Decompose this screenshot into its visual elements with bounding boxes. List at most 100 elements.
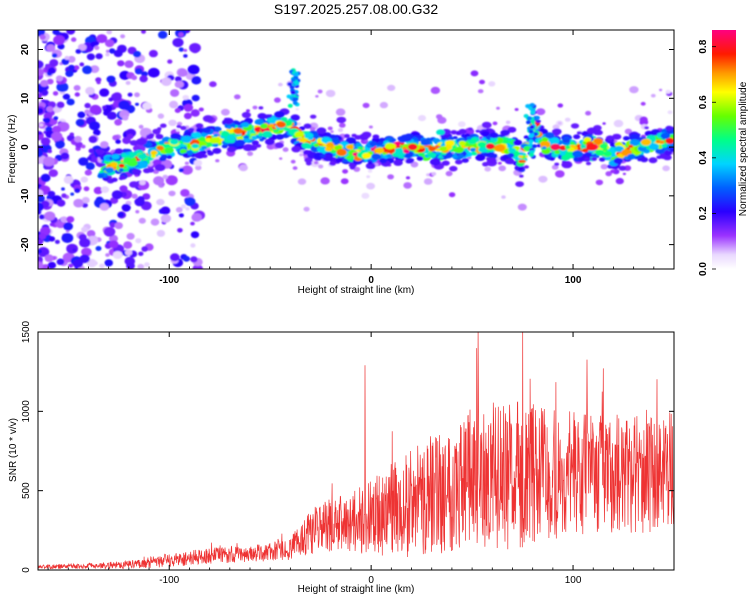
spectrogram-cell	[466, 136, 472, 140]
spectrogram-cell	[530, 120, 536, 125]
spectrogram-cell	[591, 157, 597, 161]
spectrogram-cell	[56, 101, 65, 109]
spectrogram-cell	[73, 198, 84, 208]
spectrogram-cell	[39, 34, 46, 40]
spectrogram-cell	[189, 43, 201, 53]
spectrogram-cell	[496, 106, 500, 110]
spectrogram-cell	[158, 140, 165, 145]
spectrogram-cell	[290, 90, 296, 95]
spectrogram-cell	[629, 134, 641, 142]
spectrogram-cell	[193, 159, 203, 167]
spectrogram-cell	[88, 135, 98, 143]
spectrogram-cell	[89, 65, 100, 73]
spectrogram-cell	[138, 124, 144, 129]
spectrogram-cell	[105, 52, 110, 57]
spectrogram-cell	[184, 161, 189, 165]
spectrogram-cell	[126, 262, 135, 269]
spectrogram-cell	[73, 65, 80, 71]
spectrogram-cell	[55, 75, 64, 82]
spectrogram-cell	[135, 210, 140, 214]
spectrogram-cell	[325, 89, 336, 98]
spectrogram-x-axis: -100 0 100	[47, 30, 675, 286]
spectrogram-cell	[60, 216, 68, 223]
spectrogram-cell	[141, 246, 148, 252]
spectrogram-cell	[61, 58, 70, 65]
spectrogram-cell	[183, 48, 188, 52]
spectrogram-cell	[174, 108, 181, 113]
spectrogram-cell	[156, 145, 164, 151]
spectrogram-cell	[146, 134, 154, 140]
spectrogram-cell	[528, 139, 534, 144]
spectrogram-cell	[257, 113, 267, 120]
spectrogram-cell	[114, 222, 123, 230]
spectrogram-cell	[518, 167, 523, 171]
spectrogram-cell	[342, 169, 349, 174]
spectrogram-cell	[602, 147, 608, 152]
spectrogram-cell	[488, 153, 498, 160]
spectrogram-cell	[38, 247, 50, 257]
spectrogram-y-tick-label: 10	[20, 92, 31, 104]
spectrogram-cell	[593, 138, 603, 145]
spectrogram-cell	[622, 172, 627, 176]
spectrogram-cell	[640, 101, 646, 106]
spectrogram-cell	[366, 182, 375, 190]
spectrogram-cell	[519, 174, 524, 178]
spectrogram-cell	[137, 263, 145, 269]
spectrogram-cell	[237, 125, 243, 129]
spectrogram-cell	[565, 145, 571, 150]
spectrogram-cell	[623, 136, 630, 141]
spectrogram-cell	[449, 165, 458, 172]
spectrogram-cell	[287, 82, 293, 87]
spectrogram-cell	[629, 139, 640, 146]
spectrogram-cell	[583, 137, 592, 143]
spectrogram-cell	[290, 114, 300, 121]
spectrogram-cell	[202, 115, 214, 123]
spectrogram-cell	[233, 127, 244, 135]
spectrogram-cell	[41, 89, 49, 96]
spectrogram-cell	[77, 111, 86, 119]
spectrogram-cell	[81, 247, 92, 257]
spectrogram-cell	[79, 237, 91, 248]
spectrogram-cell	[294, 81, 300, 86]
spectrogram-cell	[492, 121, 498, 126]
spectrogram-cell	[87, 156, 92, 161]
spectrogram-cell	[111, 190, 123, 200]
spectrogram-cell	[505, 120, 511, 125]
spectrogram-cell	[316, 146, 326, 153]
spectrogram-cell	[387, 174, 394, 180]
spectrogram-cell	[481, 131, 490, 137]
spectrogram-cell	[438, 165, 444, 169]
spectrogram-cell	[507, 126, 517, 133]
spectrogram-cell	[268, 123, 275, 128]
spectrogram-cell	[54, 239, 60, 244]
spectrogram-cell	[95, 77, 102, 83]
spectrogram-cell	[266, 118, 273, 122]
spectrogram-cell	[541, 148, 551, 155]
spectrogram-cell	[191, 94, 200, 102]
spectrogram-cell	[108, 97, 114, 102]
spectrogram-cell	[403, 149, 410, 154]
spectrogram-cell	[209, 137, 220, 144]
spectrogram-cell	[379, 157, 388, 164]
spectrogram-cell	[662, 165, 670, 172]
spectrogram-cell	[150, 150, 158, 156]
spectrogram-cell	[540, 140, 551, 148]
spectrogram-cell	[175, 128, 180, 132]
spectrogram-cell	[190, 256, 198, 263]
spectrogram-cell	[49, 59, 59, 67]
spectrogram-cell	[594, 129, 603, 136]
spectrogram-cell	[436, 129, 445, 136]
spectrogram-cell	[545, 132, 555, 139]
spectrogram-cell	[161, 77, 172, 86]
spectrogram-cell	[38, 131, 42, 135]
spectrogram-cell	[644, 126, 649, 130]
spectrogram-cell	[52, 53, 58, 58]
spectrogram-cell	[183, 104, 194, 112]
spectrogram-cell	[147, 67, 160, 78]
snr-y-axis: 0 500 1000 1500	[21, 320, 674, 573]
spectrogram-cell	[172, 37, 184, 48]
spectrogram-cell	[136, 138, 147, 146]
spectrogram-cell	[38, 107, 44, 114]
spectrogram-cell	[226, 125, 232, 130]
